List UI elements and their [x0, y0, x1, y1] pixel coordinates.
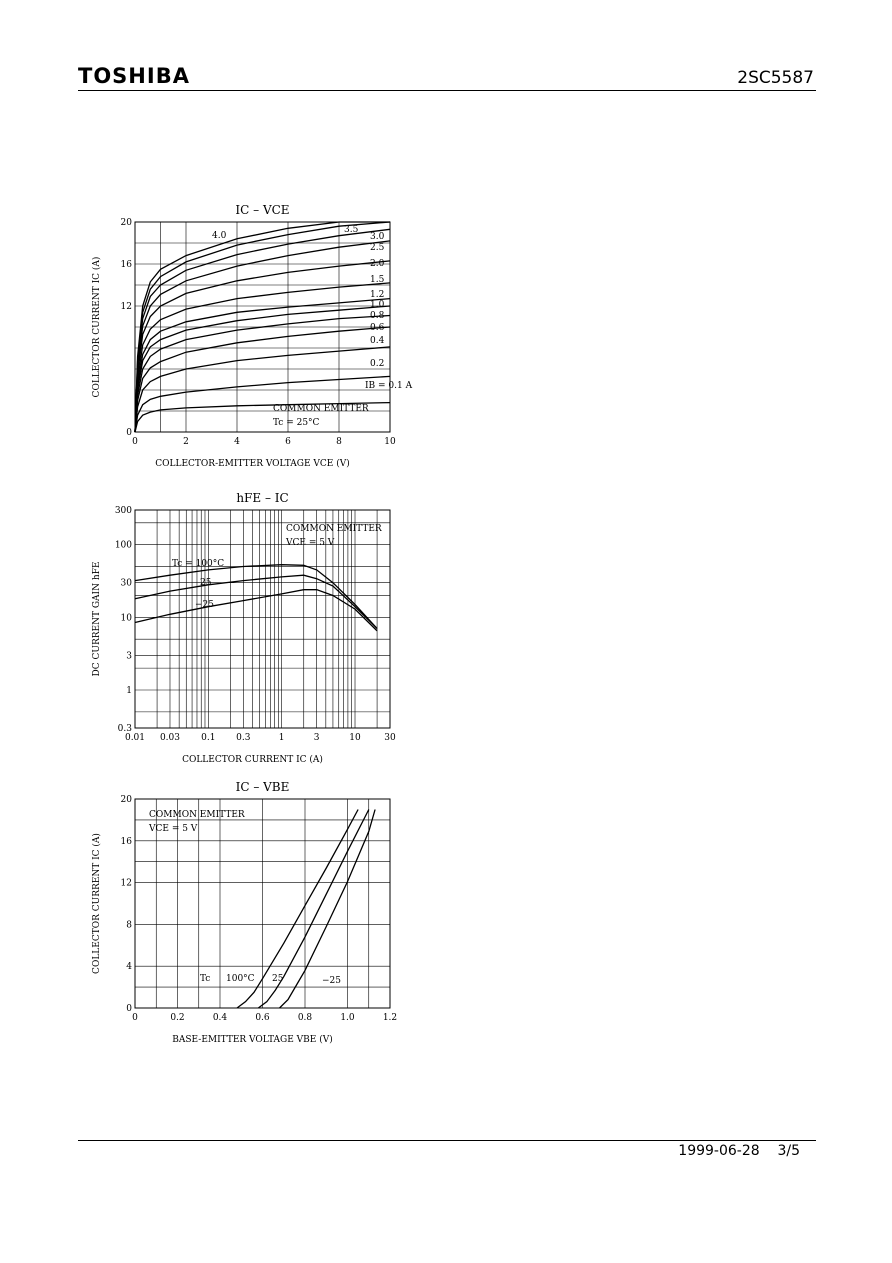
series-line-0.6: [134, 326, 391, 433]
x-axis-label: BASE-EMITTER VOLTAGE VBE (V): [172, 1034, 332, 1045]
curve-label: 0.2: [370, 359, 384, 369]
x-tick-label: 0: [132, 437, 138, 447]
footer-date-page: 1999-06-28 3/5: [678, 1143, 800, 1159]
x-tick-label: 0.3: [236, 733, 251, 743]
part-number: 2SC5587: [737, 68, 814, 88]
x-tick-label: 10: [349, 733, 361, 743]
series-line-0.4: [134, 346, 391, 433]
x-tick-label: 6: [285, 437, 291, 447]
x-tick-label: 30: [384, 733, 396, 743]
y-tick-label: 16: [121, 260, 133, 270]
y-tick-label: 0.3: [118, 724, 133, 734]
x-tick-label: 0.01: [125, 733, 145, 743]
curve-label: 1.2: [370, 290, 384, 300]
x-tick-label: 3: [314, 733, 320, 743]
curve-label: 0.6: [370, 323, 385, 333]
legend-text: COMMON EMITTER: [273, 404, 369, 414]
curve-label: 3.0: [370, 232, 385, 242]
series-line-2.0: [134, 260, 391, 433]
curve-label: −25: [195, 600, 214, 610]
series-line-4.0: [134, 221, 390, 433]
y-tick-label: 0: [126, 428, 132, 438]
series-line-−25: [134, 589, 378, 632]
series-line-−25: [279, 809, 376, 1009]
y-tick-label: 8: [126, 920, 132, 930]
brand-logo: TOSHIBA: [78, 64, 190, 88]
legend-text: VCE = 5 V: [148, 824, 198, 834]
y-tick-label: 3: [126, 651, 132, 661]
x-tick-label: 0.2: [170, 1013, 184, 1023]
legend-text: VCE = 5 V: [285, 538, 335, 548]
x-tick-label: 1: [279, 733, 285, 743]
curve-label: −25: [322, 976, 341, 986]
footer-rule: [78, 1140, 816, 1141]
y-tick-label: 12: [121, 302, 132, 312]
y-tick-label: 300: [115, 506, 132, 516]
x-tick-label: 4: [234, 437, 240, 447]
y-tick-label: 10: [121, 613, 133, 623]
curve-label: 25: [200, 578, 212, 588]
curve-label: 2.5: [370, 243, 385, 253]
y-axis-label: COLLECTOR CURRENT IC (A): [91, 257, 102, 398]
curve-label: 100°C: [226, 974, 255, 984]
curve-label: 25: [272, 974, 284, 984]
x-tick-label: 0.03: [160, 733, 180, 743]
legend-text: Tc = 25°C: [273, 418, 320, 428]
y-tick-label: 100: [115, 541, 132, 551]
x-axis-label: COLLECTOR CURRENT IC (A): [182, 754, 323, 765]
x-tick-label: 0.6: [255, 1013, 270, 1023]
series-line-0.2: [134, 375, 391, 433]
x-tick-label: 10: [384, 437, 396, 447]
x-tick-label: 1.0: [340, 1013, 355, 1023]
series-line-0.8: [134, 314, 391, 433]
curve-label: Tc: [200, 974, 210, 984]
chart-title: IC – VBE: [236, 780, 290, 794]
curve-label: IB = 0.1 A: [365, 381, 413, 391]
x-tick-label: 0.1: [201, 733, 215, 743]
footer-page: 3/5: [777, 1143, 800, 1159]
x-tick-label: 1.2: [383, 1013, 397, 1023]
series-line-25: [134, 574, 378, 630]
y-tick-label: 20: [121, 795, 133, 805]
x-tick-label: 0.8: [298, 1013, 313, 1023]
series-line-1.5: [134, 282, 391, 433]
y-tick-label: 0: [126, 1004, 132, 1014]
curve-label: 1.0: [370, 300, 385, 310]
x-tick-label: 0: [132, 1013, 138, 1023]
x-tick-label: 8: [336, 437, 342, 447]
y-tick-label: 12: [121, 879, 132, 889]
series-line-1.0: [134, 305, 391, 433]
chart-title: IC – VCE: [235, 203, 289, 217]
footer-date: 1999-06-28: [678, 1143, 760, 1159]
header-rule: [78, 90, 816, 91]
y-tick-label: 1: [126, 686, 132, 696]
y-tick-label: 20: [121, 218, 133, 228]
y-axis-label: DC CURRENT GAIN hFE: [92, 562, 102, 677]
curve-label: 1.5: [370, 275, 385, 285]
series-line-IB = 0.1 A: [134, 401, 391, 433]
chart-title: hFE – IC: [236, 491, 288, 505]
y-axis-label: COLLECTOR CURRENT IC (A): [91, 833, 102, 974]
x-tick-label: 2: [183, 437, 189, 447]
y-tick-label: 4: [126, 962, 132, 972]
series-line-25: [257, 809, 370, 1009]
curve-label: 4.0: [212, 231, 227, 241]
y-tick-label: 30: [121, 579, 133, 589]
curve-label: 3.5: [344, 225, 359, 235]
legend-text: COMMON EMITTER: [286, 524, 382, 534]
x-tick-label: 0.4: [213, 1013, 228, 1023]
y-tick-label: 16: [121, 837, 133, 847]
x-axis-label: COLLECTOR-EMITTER VOLTAGE VCE (V): [155, 458, 350, 469]
curve-label: 2.0: [370, 259, 385, 269]
series-line-Tc = 100°C: [134, 564, 378, 630]
legend-text: COMMON EMITTER: [149, 810, 245, 820]
series-line-1.2: [134, 297, 391, 433]
series-line-100°C: [236, 809, 359, 1009]
curve-label: 0.8: [370, 311, 385, 321]
curve-label: Tc = 100°C: [172, 559, 224, 569]
curve-label: 0.4: [370, 336, 385, 346]
